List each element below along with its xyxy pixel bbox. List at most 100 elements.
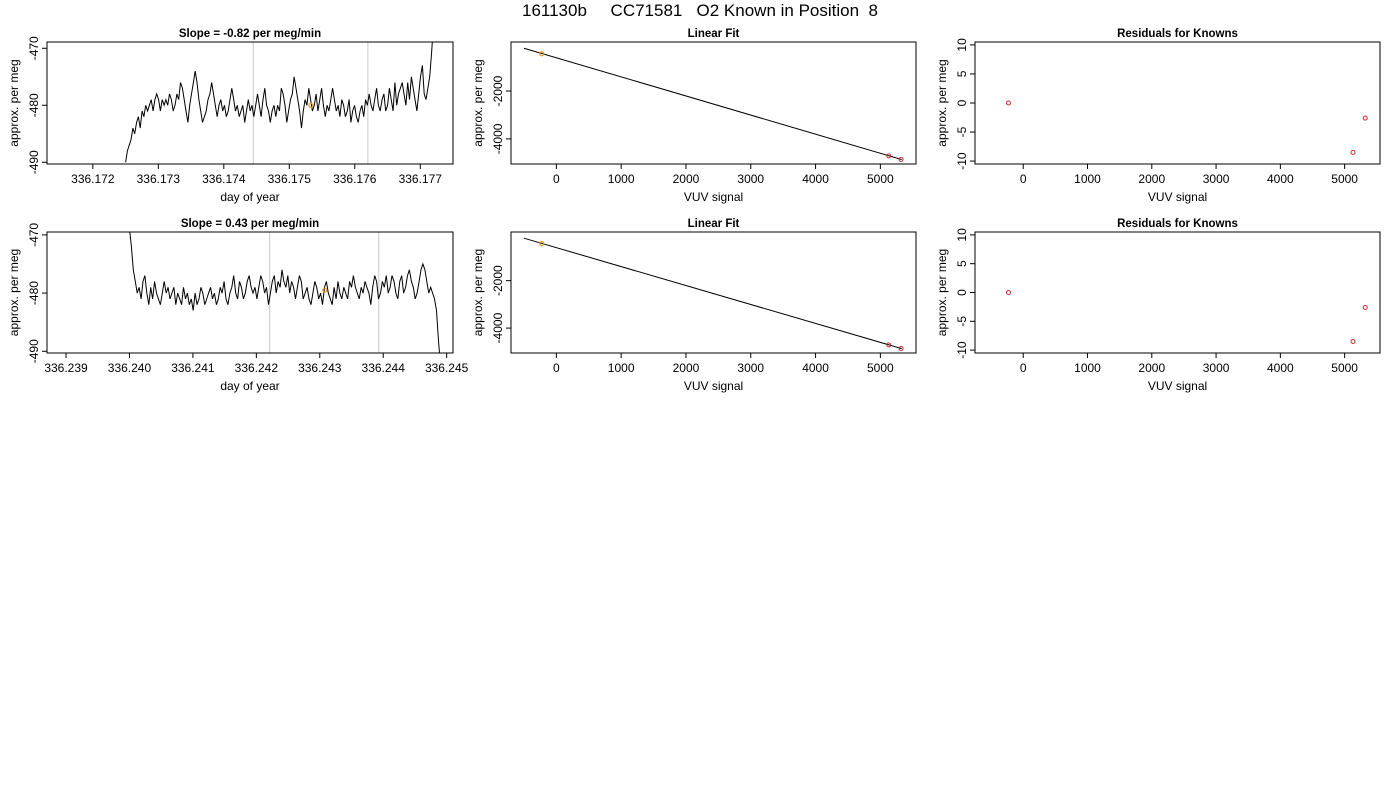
y-tick-label: 10 — [955, 38, 969, 52]
known-point — [1362, 115, 1368, 121]
y-tick-label: 5 — [955, 260, 969, 267]
panel-title: Residuals for Knowns — [1117, 28, 1238, 40]
x-tick-label: 336.177 — [399, 172, 443, 186]
plot-frame — [46, 41, 454, 165]
plot-frame — [46, 231, 454, 354]
panel-title: Slope = 0.43 per meg/min — [181, 218, 319, 230]
chart-panel-resid-2: 0 1000 2000 3000 4000 5000 10 5 0 -5 -10 Residuals … — [935, 218, 1381, 393]
x-tick-label: 2000 — [1138, 361, 1165, 375]
known-point — [886, 153, 892, 159]
y-tick-label: -490 — [27, 150, 41, 174]
plot-area — [129, 232, 440, 353]
y-tick-label: -2000 — [491, 265, 505, 296]
x-tick-label: 336.239 — [44, 361, 88, 375]
x-tick-label: 336.241 — [171, 361, 215, 375]
y-axis-label: approx. per meg — [471, 249, 485, 336]
panel-title: Linear Fit — [688, 218, 740, 230]
series-line — [125, 42, 433, 163]
x-axis-label: VUV signal — [684, 190, 743, 204]
x-tick-label: 336.174 — [202, 172, 246, 186]
y-tick-label: -10 — [955, 152, 969, 170]
plot-frame — [974, 231, 1381, 354]
x-axis-label: day of year — [220, 379, 279, 393]
y-tick-label: 0 — [955, 289, 969, 296]
known-point — [1005, 100, 1011, 106]
x-tick-label: 3000 — [737, 361, 764, 375]
x-tick-label: 1000 — [1074, 361, 1101, 375]
series-line — [129, 232, 440, 353]
x-tick-label: 5000 — [867, 172, 894, 186]
known-point — [1362, 304, 1368, 310]
x-tick-label: 1000 — [608, 172, 635, 186]
chart-panel-resid-1: 0 1000 2000 3000 4000 5000 10 5 0 -5 -10 Residuals … — [935, 28, 1381, 204]
y-tick-label: -5 — [955, 126, 969, 137]
x-tick-label: 5000 — [1331, 172, 1358, 186]
x-tick-label: 2000 — [673, 172, 700, 186]
highlight-point — [539, 241, 545, 247]
x-tick-label: 4000 — [802, 172, 829, 186]
fit-line — [523, 237, 902, 350]
x-tick-label: 0 — [1020, 172, 1027, 186]
x-tick-label: 1000 — [608, 361, 635, 375]
y-tick-label: -4000 — [491, 123, 505, 154]
x-tick-label: 336.176 — [333, 172, 377, 186]
y-tick-label: 0 — [955, 99, 969, 106]
y-axis-label: approx. per meg — [7, 59, 21, 146]
x-tick-label: 0 — [553, 172, 560, 186]
x-tick-label: 3000 — [1203, 172, 1230, 186]
x-tick-label: 336.175 — [268, 172, 312, 186]
x-tick-label: 336.173 — [137, 172, 181, 186]
x-axis-label: VUV signal — [1148, 190, 1207, 204]
x-tick-label: 336.172 — [71, 172, 115, 186]
y-tick-label: -4000 — [491, 312, 505, 343]
x-tick-label: 336.244 — [362, 361, 406, 375]
x-tick-label: 336.240 — [108, 361, 152, 375]
known-point — [898, 345, 904, 351]
x-axis-label: VUV signal — [1148, 379, 1207, 393]
y-tick-label: 10 — [955, 228, 969, 242]
y-tick-label: -490 — [27, 339, 41, 363]
y-tick-label: 5 — [955, 70, 969, 77]
x-tick-label: 2000 — [673, 361, 700, 375]
fit-line — [523, 47, 902, 161]
x-tick-label: 4000 — [1267, 172, 1294, 186]
x-tick-label: 0 — [553, 361, 560, 375]
highlight-point — [539, 51, 545, 57]
chart-panel-fit-2: 0 1000 2000 3000 4000 5000 -2000 -4000 Linear Fi… — [471, 218, 917, 393]
x-tick-label: 0 — [1020, 361, 1027, 375]
y-tick-label: -470 — [27, 36, 41, 60]
x-tick-label: 3000 — [737, 172, 764, 186]
y-tick-label: -10 — [955, 341, 969, 359]
x-tick-label: 336.245 — [425, 361, 469, 375]
plot-frame — [510, 41, 917, 165]
y-tick-label: -2000 — [491, 75, 505, 106]
y-axis-label: approx. per meg — [935, 249, 949, 336]
plot-frame — [974, 41, 1381, 165]
y-tick-label: -470 — [27, 223, 41, 247]
x-tick-label: 1000 — [1074, 172, 1101, 186]
plot-area — [1005, 290, 1368, 344]
panel-title: Linear Fit — [688, 28, 740, 40]
highlight-point — [308, 102, 314, 108]
x-tick-label: 336.242 — [235, 361, 279, 375]
y-axis-label: approx. per meg — [935, 59, 949, 146]
plot-area — [125, 42, 433, 164]
y-tick-label: -480 — [27, 93, 41, 117]
y-tick-label: -5 — [955, 316, 969, 327]
plot-area — [523, 47, 904, 162]
panel-title: Slope = -0.82 per meg/min — [179, 28, 321, 40]
known-point — [1005, 290, 1011, 295]
known-point — [898, 156, 904, 162]
x-tick-label: 5000 — [1331, 361, 1358, 375]
known-point — [886, 342, 892, 348]
y-axis-label: approx. per meg — [7, 249, 21, 336]
x-tick-label: 4000 — [1267, 361, 1294, 375]
y-axis-label: approx. per meg — [471, 59, 485, 146]
highlight-point — [322, 287, 328, 293]
plot-area — [1005, 100, 1368, 155]
chart-panel-drift-2: 336.239 336.240 336.241 336.242 336.243 336.2… — [7, 218, 469, 393]
x-tick-label: 336.243 — [298, 361, 342, 375]
known-point — [1350, 149, 1356, 155]
plot-area — [523, 237, 904, 351]
